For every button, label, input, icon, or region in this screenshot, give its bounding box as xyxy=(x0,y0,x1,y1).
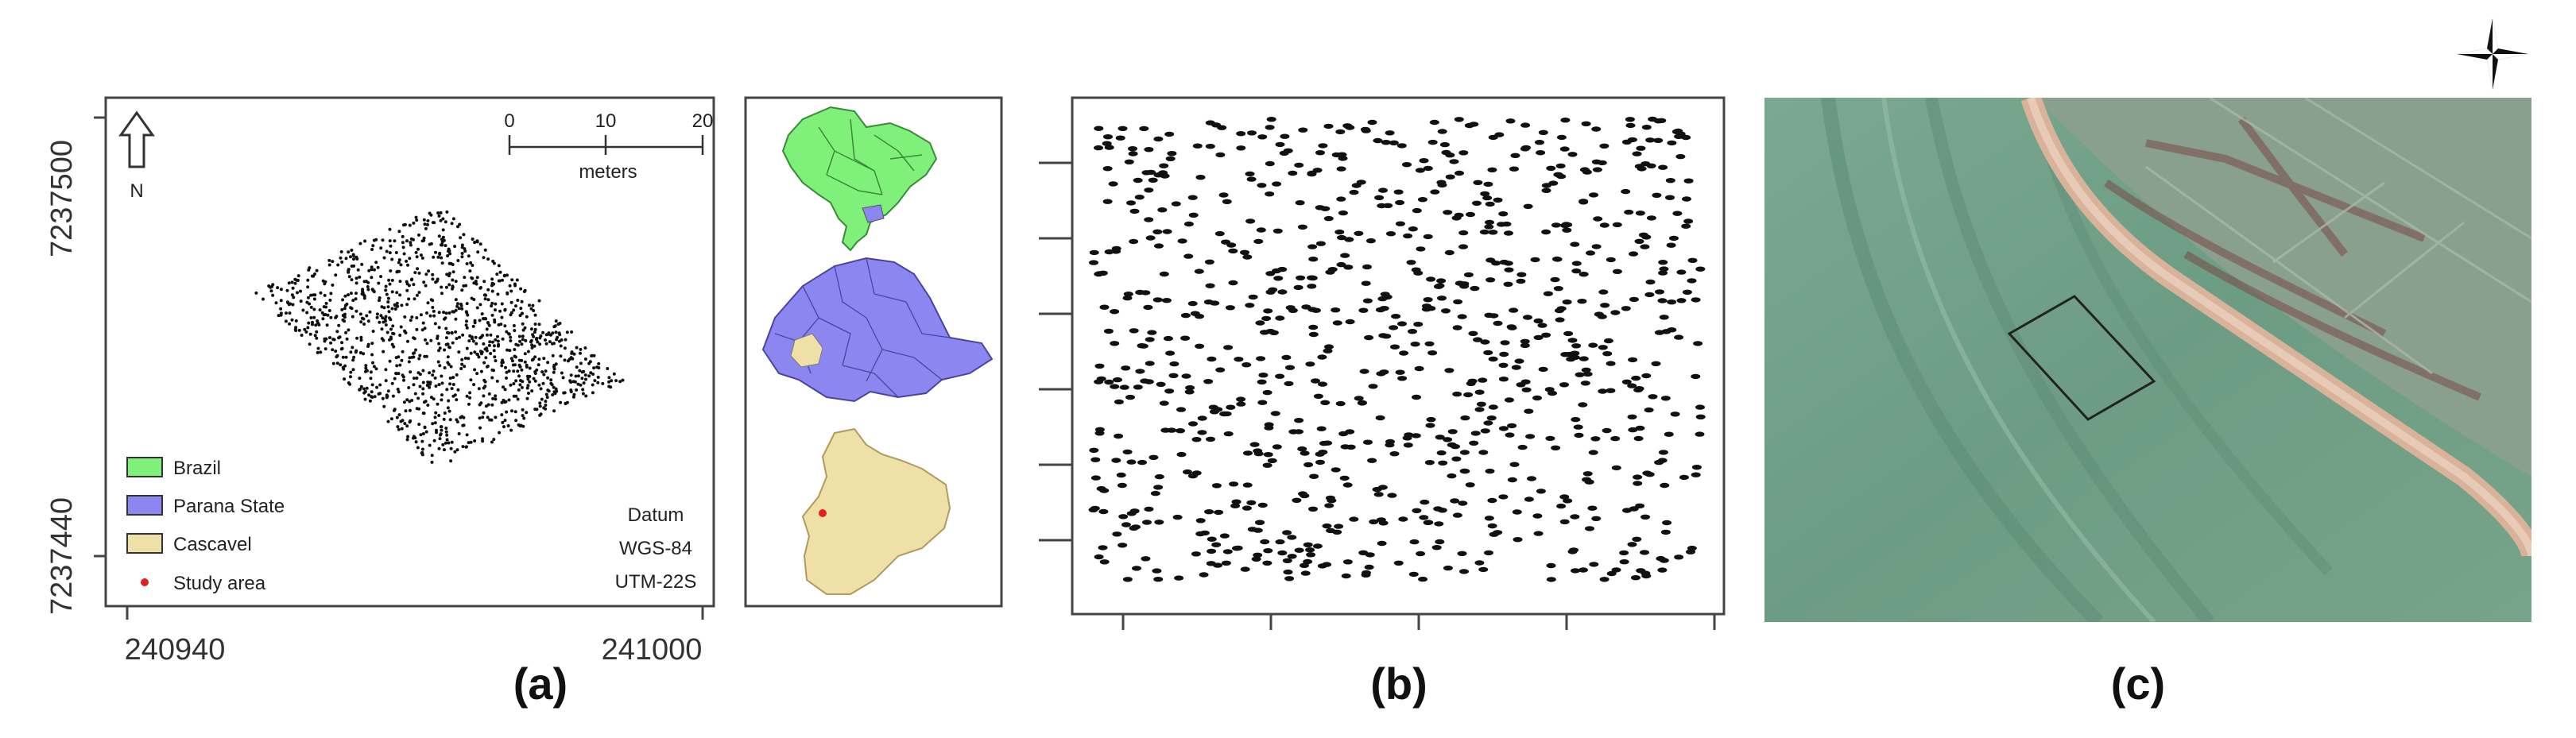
panel-b-y-ticks xyxy=(1039,161,1072,542)
parana-shape xyxy=(761,257,994,403)
datum-system: WGS-84 xyxy=(619,538,692,559)
compass-star-icon xyxy=(2457,18,2528,90)
parana-map xyxy=(761,257,994,403)
aerial-image xyxy=(1764,98,2531,622)
panel-b-label: (b) xyxy=(1370,659,1427,709)
study-area-points xyxy=(254,210,625,464)
brazil-shape xyxy=(781,106,938,252)
datum-projection: UTM-22S xyxy=(615,571,697,593)
cascavel-map xyxy=(801,427,951,595)
scale-tick-20: 20 xyxy=(692,110,714,132)
brazil-map xyxy=(781,106,938,252)
brazil-parana-highlight xyxy=(862,204,885,223)
panel-b-x-ticks xyxy=(1121,614,1716,630)
panel-a: 7237500 7237440 240940 241000 N 0 10 20 … xyxy=(45,96,715,709)
study-area-marker xyxy=(819,509,827,517)
legend-label-cascavel: Cascavel xyxy=(173,534,252,555)
scale-tick-10: 10 xyxy=(595,110,617,132)
north-label: N xyxy=(130,180,143,202)
legend: Brazil Parana State Cascavel Study area xyxy=(126,457,285,594)
study-plot-outline xyxy=(2007,295,2156,421)
y-tick-label-top: 7237500 xyxy=(45,140,79,257)
legend-marker-study-area xyxy=(141,578,149,586)
panel-a-map-frame xyxy=(104,96,715,608)
x-tick-label-left: 240940 xyxy=(125,633,226,667)
parana-cascavel-highlight xyxy=(790,333,823,368)
legend-label-parana: Parana State xyxy=(173,496,285,517)
legend-swatch-brazil xyxy=(126,457,163,477)
tree-points xyxy=(1088,116,1706,582)
x-tick-label-right: 241000 xyxy=(602,633,703,667)
panel-b: (b) xyxy=(1039,96,1726,709)
scale-bar: 0 10 20 meters xyxy=(504,110,713,183)
cascavel-shape xyxy=(801,427,951,595)
legend-label-study-area: Study area xyxy=(173,573,266,594)
scale-unit: meters xyxy=(579,161,637,183)
legend-swatch-parana xyxy=(126,495,163,516)
scale-tick-0: 0 xyxy=(504,110,514,132)
north-arrow-icon: N xyxy=(118,110,155,202)
y-tick-label-bottom: 7237440 xyxy=(45,497,79,615)
legend-label-brazil: Brazil xyxy=(173,458,221,479)
panel-c-label: (c) xyxy=(2111,659,2165,709)
inset-maps xyxy=(744,96,1003,608)
legend-swatch-cascavel xyxy=(126,533,163,554)
panel-a-label: (a) xyxy=(513,659,567,709)
datum-title: Datum xyxy=(628,504,684,526)
panel-c: (c) xyxy=(1764,18,2531,709)
panel-b-frame xyxy=(1071,96,1726,616)
